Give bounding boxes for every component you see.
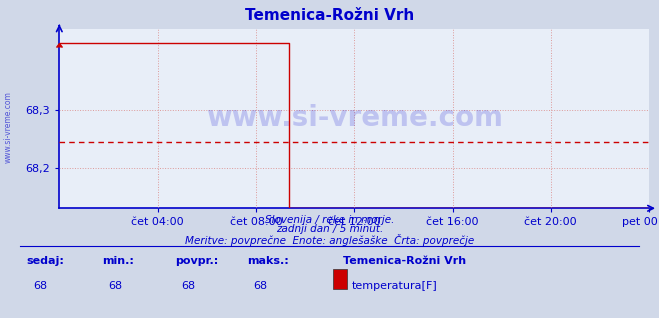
- Text: Meritve: povprečne  Enote: anglešaške  Črta: povprečje: Meritve: povprečne Enote: anglešaške Črt…: [185, 234, 474, 246]
- Text: maks.:: maks.:: [247, 256, 289, 266]
- Text: 68: 68: [181, 281, 195, 291]
- Text: temperatura[F]: temperatura[F]: [351, 281, 437, 291]
- Text: povpr.:: povpr.:: [175, 256, 218, 266]
- Text: www.si-vreme.com: www.si-vreme.com: [3, 91, 13, 163]
- Text: Slovenija / reke in morje.: Slovenija / reke in morje.: [265, 215, 394, 225]
- Text: 68: 68: [33, 281, 47, 291]
- Text: 68: 68: [254, 281, 268, 291]
- Text: Temenica-Rožni Vrh: Temenica-Rožni Vrh: [343, 256, 466, 266]
- Text: min.:: min.:: [102, 256, 134, 266]
- Text: zadnji dan / 5 minut.: zadnji dan / 5 minut.: [276, 224, 383, 234]
- Text: www.si-vreme.com: www.si-vreme.com: [206, 104, 503, 133]
- Text: Temenica-Rožni Vrh: Temenica-Rožni Vrh: [245, 8, 414, 23]
- Text: 68: 68: [109, 281, 123, 291]
- Text: sedaj:: sedaj:: [26, 256, 64, 266]
